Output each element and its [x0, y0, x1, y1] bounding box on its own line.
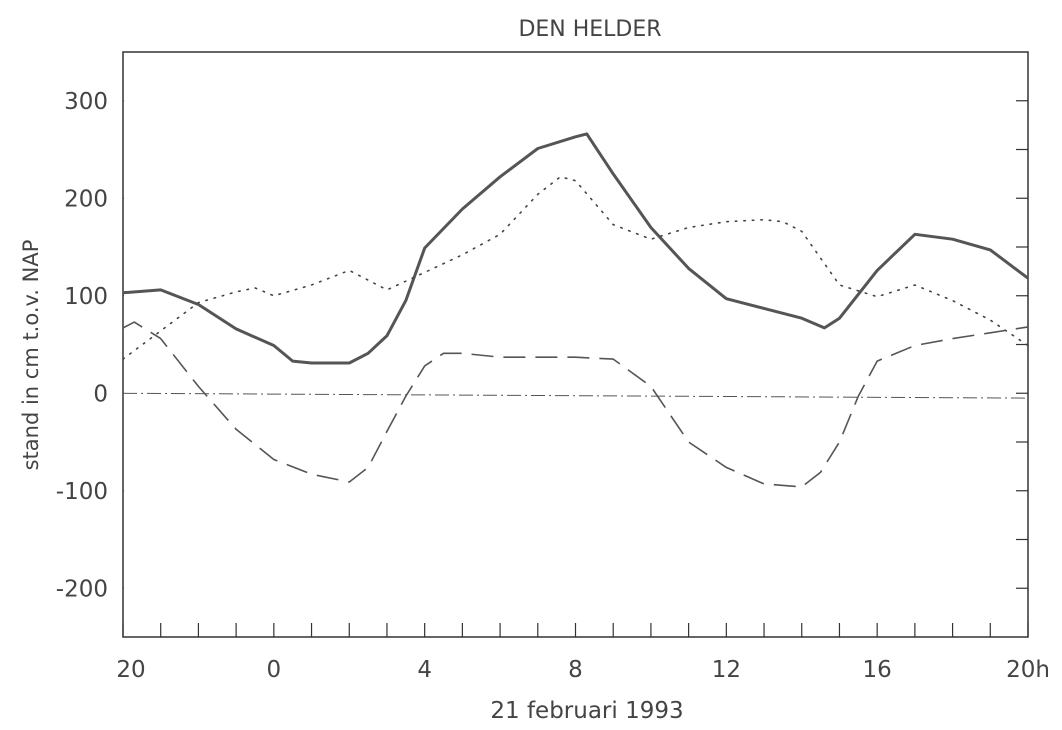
x-axis-label: 21 februari 1993 — [490, 698, 683, 724]
x-tick-label: 20 — [116, 657, 145, 683]
y-axis-label: stand in cm t.o.v. NAP — [19, 240, 43, 471]
plot-frame — [122, 51, 1029, 638]
y-tick-label: 0 — [93, 381, 108, 407]
chart-title: DEN HELDER — [518, 17, 661, 42]
y-tick-label: -100 — [56, 479, 108, 505]
series-line — [122, 321, 1029, 488]
y-tick-label: 100 — [64, 284, 108, 310]
x-tick-label: 12 — [712, 657, 741, 683]
series-line — [122, 132, 1029, 365]
y-tick-label: -200 — [56, 576, 108, 602]
y-tick-label: 300 — [64, 89, 108, 115]
y-tick-label: 200 — [64, 186, 108, 212]
series-line — [122, 392, 1029, 399]
x-tick-label: 20h — [1006, 657, 1050, 683]
series-line — [122, 176, 1029, 360]
x-tick-label: 8 — [568, 657, 583, 683]
x-tick-label: 0 — [267, 657, 282, 683]
x-tick-label: 16 — [863, 657, 892, 683]
x-tick-label: 4 — [417, 657, 432, 683]
